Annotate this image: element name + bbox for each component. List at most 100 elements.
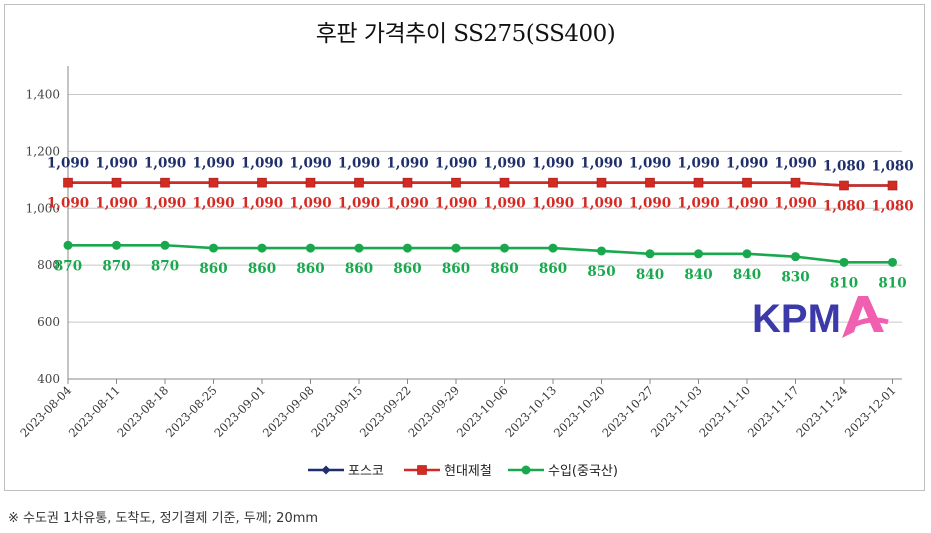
marker-square — [402, 177, 413, 188]
data-label: 1,090 — [532, 156, 574, 172]
data-label: 870 — [151, 258, 179, 274]
legend-label: 포스코 — [348, 464, 384, 479]
grid-lines — [68, 93, 902, 323]
data-label: 860 — [442, 261, 470, 277]
data-label: 870 — [102, 258, 130, 274]
y-tick-label: 1,000 — [26, 201, 60, 215]
marker-square — [451, 177, 461, 188]
marker-diamond — [321, 465, 331, 475]
marker-circle — [500, 243, 509, 253]
data-label: 1,090 — [144, 196, 186, 212]
marker-circle — [451, 243, 461, 253]
x-tick-label: 2023-11-03 — [648, 383, 705, 440]
marker-square — [257, 177, 267, 188]
legend-label: 현대제철 — [444, 464, 492, 479]
data-label: 1,090 — [289, 156, 331, 172]
marker-circle — [839, 257, 849, 267]
data-label: 1,090 — [435, 196, 477, 212]
y-tick-label: 1,400 — [26, 87, 60, 101]
marker-circle — [548, 243, 558, 253]
marker-circle — [791, 252, 800, 262]
data-label: 1,090 — [580, 156, 622, 172]
marker-circle — [597, 246, 606, 256]
data-label: 840 — [636, 267, 664, 283]
marker-square — [499, 177, 510, 188]
marker-circle — [306, 243, 315, 253]
data-label: 1,090 — [580, 196, 622, 212]
y-tick-label: 400 — [37, 372, 60, 386]
marker-square — [63, 177, 73, 188]
marker-square — [839, 180, 849, 191]
data-label: 840 — [733, 267, 761, 283]
marker-square — [645, 177, 655, 188]
x-tick-label: 2023-09-22 — [357, 383, 414, 440]
data-label: 1,090 — [192, 156, 234, 172]
marker-circle — [742, 249, 752, 259]
x-tick-label: 2023-12-01 — [842, 383, 899, 440]
data-label: 1,090 — [241, 196, 283, 212]
x-tick-label: 2023-08-25 — [163, 383, 220, 440]
marker-circle — [257, 243, 267, 253]
data-label: 1,090 — [386, 196, 428, 212]
data-label: 860 — [199, 261, 227, 277]
data-label: 860 — [393, 261, 421, 277]
data-label: 840 — [684, 267, 712, 283]
x-tick-label: 2023-11-24 — [793, 383, 850, 440]
marker-square — [790, 177, 801, 188]
data-label: 850 — [587, 264, 615, 280]
axes: 4006008001,0001,2001,4002023-08-042023-0… — [17, 66, 902, 440]
y-tick-label: 600 — [37, 315, 60, 329]
data-label: 1,090 — [241, 156, 283, 172]
data-label: 1,090 — [386, 156, 428, 172]
marker-circle — [888, 257, 897, 267]
marker-square — [596, 177, 607, 188]
data-label: 1,090 — [629, 196, 671, 212]
data-label: 860 — [490, 261, 518, 277]
marker-square — [887, 180, 898, 191]
marker-circle — [645, 249, 655, 259]
marker-square — [548, 177, 558, 188]
data-label: 1,090 — [774, 196, 816, 212]
data-label: 810 — [830, 275, 858, 291]
data-label: 1,090 — [47, 156, 89, 172]
legend-label: 수입(중국산) — [548, 464, 618, 479]
data-label: 860 — [345, 261, 373, 277]
data-label: 1,090 — [338, 196, 380, 212]
marker-circle — [112, 240, 121, 250]
x-tick-label: 2023-10-27 — [599, 383, 656, 440]
series-line — [68, 181, 893, 187]
footnote: ※ 수도권 1차유통, 도착도, 정기결제 기준, 두께; 20mm — [8, 511, 319, 526]
marker-circle — [63, 240, 73, 250]
marker-circle — [694, 249, 703, 259]
data-label: 860 — [248, 261, 276, 277]
data-label: 1,090 — [338, 156, 380, 172]
x-tick-label: 2023-11-17 — [745, 383, 802, 440]
marker-circle — [209, 243, 218, 253]
x-tick-label: 2023-11-10 — [696, 383, 753, 440]
data-label: 1,090 — [289, 196, 331, 212]
data-label: 1,090 — [726, 196, 768, 212]
series-line — [68, 243, 893, 264]
legend: 포스코 현대제철 수입(중국산) — [308, 464, 618, 479]
logo-letters: KPM — [752, 297, 841, 340]
logo-a-mark — [842, 296, 884, 338]
marker-square — [693, 177, 704, 188]
chart-title: 후판 가격추이 SS275(SS400) — [315, 21, 616, 47]
data-label: 1,090 — [95, 156, 137, 172]
data-label: 1,090 — [483, 156, 525, 172]
data-label: 1,080 — [823, 159, 865, 175]
data-label: 1,080 — [871, 199, 913, 215]
data-label: 1,090 — [774, 156, 816, 172]
x-tick-label: 2023-10-13 — [502, 383, 559, 440]
data-label: 870 — [54, 258, 82, 274]
data-label: 1,080 — [871, 159, 913, 175]
data-label: 1,090 — [435, 156, 477, 172]
data-label: 1,090 — [483, 196, 525, 212]
marker-circle — [354, 243, 364, 253]
data-label: 810 — [878, 275, 906, 291]
data-label: 1,090 — [192, 196, 234, 212]
data-label: 1,090 — [532, 196, 574, 212]
y-tick-label: 1,200 — [26, 144, 60, 158]
marker-square — [417, 465, 427, 475]
